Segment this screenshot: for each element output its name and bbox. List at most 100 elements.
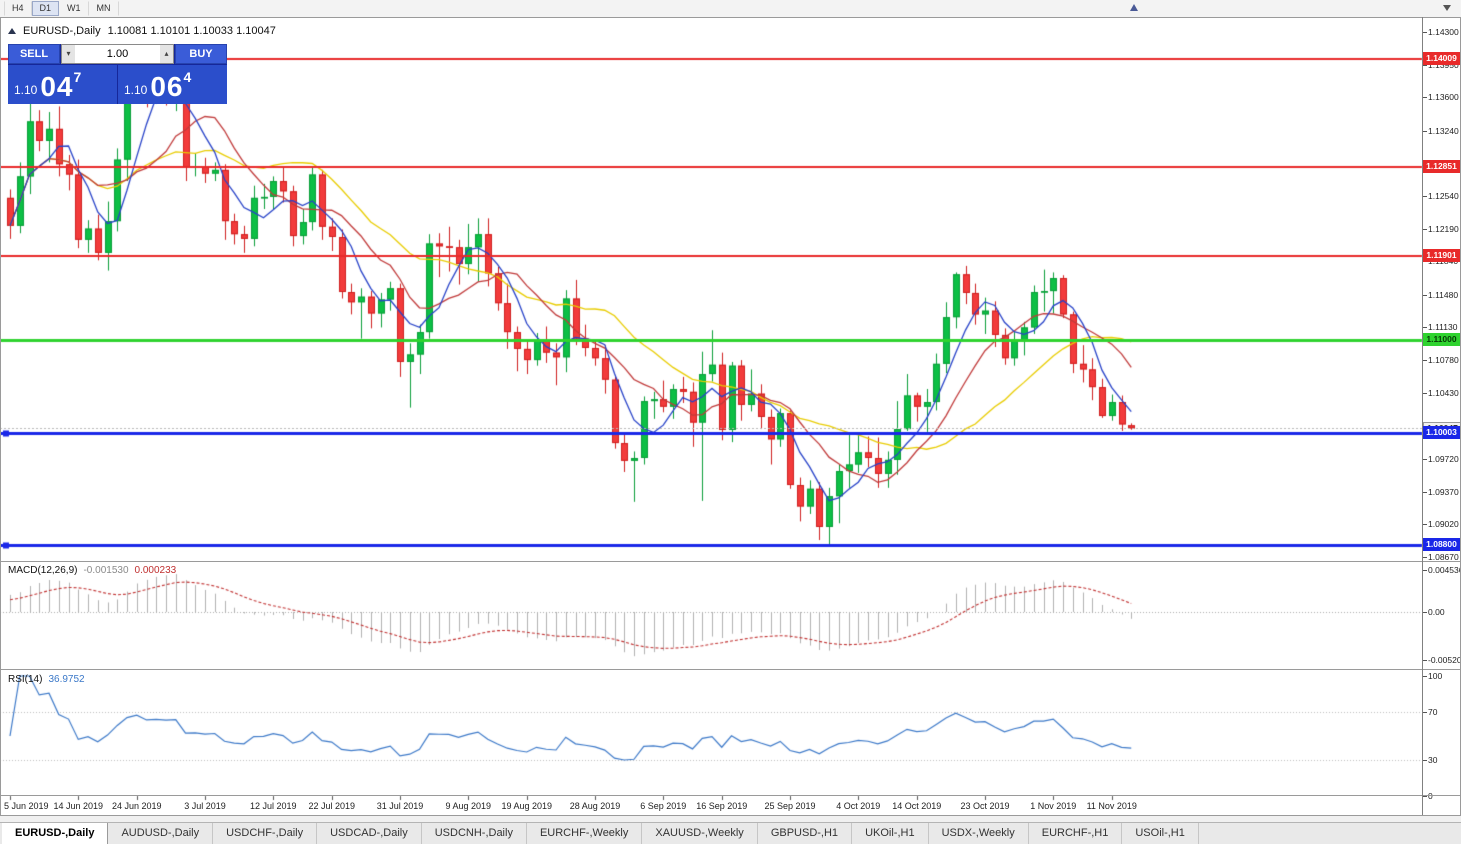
- one-click-price-row: 1.10 04 7 1.10 06 4: [8, 65, 227, 104]
- macd-axis-tickmark: [1423, 660, 1427, 662]
- chart-tab-ukoil-h1[interactable]: UKOil-,H1: [852, 823, 929, 844]
- price-tag-1.11000: 1.11000: [1423, 333, 1460, 347]
- chart-tabs-bar: EURUSD-,Daily AUDUSD-,Daily USDCHF-,Daily U…: [0, 822, 1461, 844]
- rsi-axis-tick: 70: [1428, 707, 1438, 717]
- rsi-axis-tick: 0: [1428, 791, 1433, 801]
- one-click-collapse-icon[interactable]: [8, 28, 16, 34]
- date-axis-label: 6 Sep 2019: [640, 801, 687, 811]
- timeframe-toolbar: H4 D1 W1 MN: [0, 0, 1461, 17]
- macd-rsi-separator[interactable]: [0, 669, 1461, 670]
- volume-increase-icon[interactable]: ▴: [160, 45, 173, 63]
- window-top-border: [0, 17, 1461, 18]
- price-axis-tick: 1.12190: [1428, 223, 1459, 234]
- volume-decrease-icon[interactable]: ▾: [62, 45, 75, 63]
- price-axis-tick: 1.09020: [1428, 519, 1459, 530]
- date-axis-label: 28 Aug 2019: [569, 801, 621, 811]
- buy-price-pip: 4: [183, 69, 192, 85]
- buy-button[interactable]: BUY: [175, 44, 227, 64]
- time-axis[interactable]: 5 Jun 2019 14 Jun 2019 24 Jun 2019 3 Jul 20…: [0, 796, 1422, 815]
- price-axis-tickmark: [1423, 360, 1427, 362]
- price-axis-tickmark: [1423, 228, 1427, 230]
- date-axis-label: 5 Jun 2019: [4, 801, 49, 811]
- buy-price[interactable]: 1.10 06 4: [118, 65, 227, 104]
- rsi-axis-tickmark: [1423, 676, 1427, 677]
- bottom-strip: [0, 816, 1461, 822]
- price-axis-tickmark: [1423, 524, 1427, 526]
- macd-axis-tickmark: [1423, 570, 1427, 571]
- buy-price-prefix: 1.10: [124, 83, 148, 97]
- date-axis-label: 19 Aug 2019: [501, 801, 553, 811]
- sell-price[interactable]: 1.10 04 7: [8, 65, 117, 104]
- macd-axis-tick: 0.004536: [1428, 565, 1461, 575]
- price-tag-1.10003: 1.10003: [1423, 426, 1460, 440]
- timeframe-button-h4[interactable]: H4: [4, 1, 32, 16]
- date-axis-label: 12 Jul 2019: [249, 801, 297, 811]
- rsi-dateaxis-separator: [0, 795, 1461, 796]
- date-axis-label: 14 Jun 2019: [53, 801, 104, 811]
- price-axis-tick: 1.09370: [1428, 486, 1459, 497]
- chart-tab-usoil-h1[interactable]: USOil-,H1: [1122, 823, 1199, 844]
- sell-price-big: 04: [40, 71, 74, 103]
- rsi-indicator-label: RSI(14) 36.9752: [8, 674, 85, 685]
- price-axis-tick: 1.08670: [1428, 551, 1459, 562]
- chart-tab-eurchf-weekly[interactable]: EURCHF-,Weekly: [526, 823, 643, 844]
- main-macd-separator[interactable]: [0, 561, 1461, 562]
- price-axis-tick: 1.13600: [1428, 92, 1459, 103]
- macd-axis-tick: -0.005206: [1428, 655, 1461, 666]
- timeframe-button-d1[interactable]: D1: [31, 1, 60, 16]
- price-tag-1.11901: 1.11901: [1423, 249, 1460, 263]
- macd-main-value: -0.001530: [83, 565, 129, 576]
- price-axis-tickmark: [1423, 392, 1427, 394]
- price-axis-tickmark: [1423, 31, 1427, 33]
- price-tag-1.08800: 1.08800: [1423, 538, 1460, 552]
- macd-axis-tick: 0.00: [1428, 607, 1445, 617]
- price-axis-tick: 1.10430: [1428, 387, 1459, 398]
- date-axis-label: 16 Sep 2019: [696, 801, 748, 811]
- chart-tab-usdcad-daily[interactable]: USDCAD-,Daily: [317, 823, 422, 844]
- date-axis-label: 9 Aug 2019: [445, 801, 492, 811]
- price-axis-tick: 1.14300: [1428, 26, 1459, 37]
- rsi-name: RSI(14): [8, 674, 43, 685]
- volume-input[interactable]: [75, 45, 160, 63]
- price-axis[interactable]: 1.143001.139501.136001.132401.128901.125…: [1423, 18, 1461, 815]
- chart-tab-gbpusd-h1[interactable]: GBPUSD-,H1: [757, 823, 853, 844]
- date-axis-label: 25 Sep 2019: [764, 801, 816, 811]
- chart-tab-eurchf-h1[interactable]: EURCHF-,H1: [1028, 823, 1123, 844]
- macd-axis-tickmark: [1423, 612, 1427, 613]
- chart-tab-audusd-daily[interactable]: AUDUSD-,Daily: [108, 823, 214, 844]
- buy-price-big: 06: [150, 71, 184, 103]
- chart-tab-usdchf-daily[interactable]: USDCHF-,Daily: [213, 823, 318, 844]
- chart-tab-eurusd-daily[interactable]: EURUSD-,Daily: [2, 823, 109, 844]
- rsi-axis-tick: 100: [1428, 671, 1443, 681]
- toolbar-overflow-icon[interactable]: [1443, 5, 1451, 11]
- timeframe-button-mn[interactable]: MN: [88, 1, 119, 16]
- chart-symbol-label: EURUSD-,Daily: [23, 25, 101, 37]
- timeframe-button-w1[interactable]: W1: [59, 1, 89, 16]
- date-axis-label: 3 Jul 2019: [184, 801, 226, 811]
- chart-shift-marker-icon: [1130, 4, 1138, 11]
- chart-tab-usdcnh-daily[interactable]: USDCNH-,Daily: [421, 823, 527, 844]
- price-axis-tickmark: [1423, 556, 1427, 558]
- date-axis-label: 14 Oct 2019: [892, 801, 942, 811]
- price-axis-tickmark: [1423, 195, 1427, 197]
- chart-title: EURUSD-,Daily 1.10081 1.10101 1.10033 1.…: [8, 25, 276, 37]
- price-axis-tickmark: [1423, 97, 1427, 99]
- volume-field[interactable]: ▾ ▴: [61, 44, 174, 64]
- price-tag-1.12851: 1.12851: [1423, 160, 1460, 174]
- price-axis-tick: 1.12540: [1428, 190, 1459, 201]
- rsi-axis-tickmark: [1423, 796, 1427, 797]
- chart-tab-xauusd-weekly[interactable]: XAUUSD-,Weekly: [642, 823, 758, 844]
- macd-signal-value: 0.000233: [134, 565, 177, 576]
- sell-button[interactable]: SELL: [8, 44, 60, 64]
- macd-indicator-label: MACD(12,26,9) -0.001530 0.000233: [8, 565, 176, 576]
- chart-ohlc-values: 1.10081 1.10101 1.10033 1.10047: [107, 25, 276, 37]
- timeframe-button-group: H4 D1 W1 MN: [0, 0, 1461, 17]
- chart-tab-usdx-weekly[interactable]: USDX-,Weekly: [928, 823, 1029, 844]
- price-axis-tick: 1.13240: [1428, 125, 1459, 136]
- price-axis-tick: 1.11130: [1428, 322, 1458, 333]
- date-axis-label: 22 Jul 2019: [308, 801, 356, 811]
- date-axis-label: 11 Nov 2019: [1086, 801, 1137, 811]
- rsi-axis-tickmark: [1423, 760, 1427, 761]
- price-tag-1.14009: 1.14009: [1423, 52, 1460, 66]
